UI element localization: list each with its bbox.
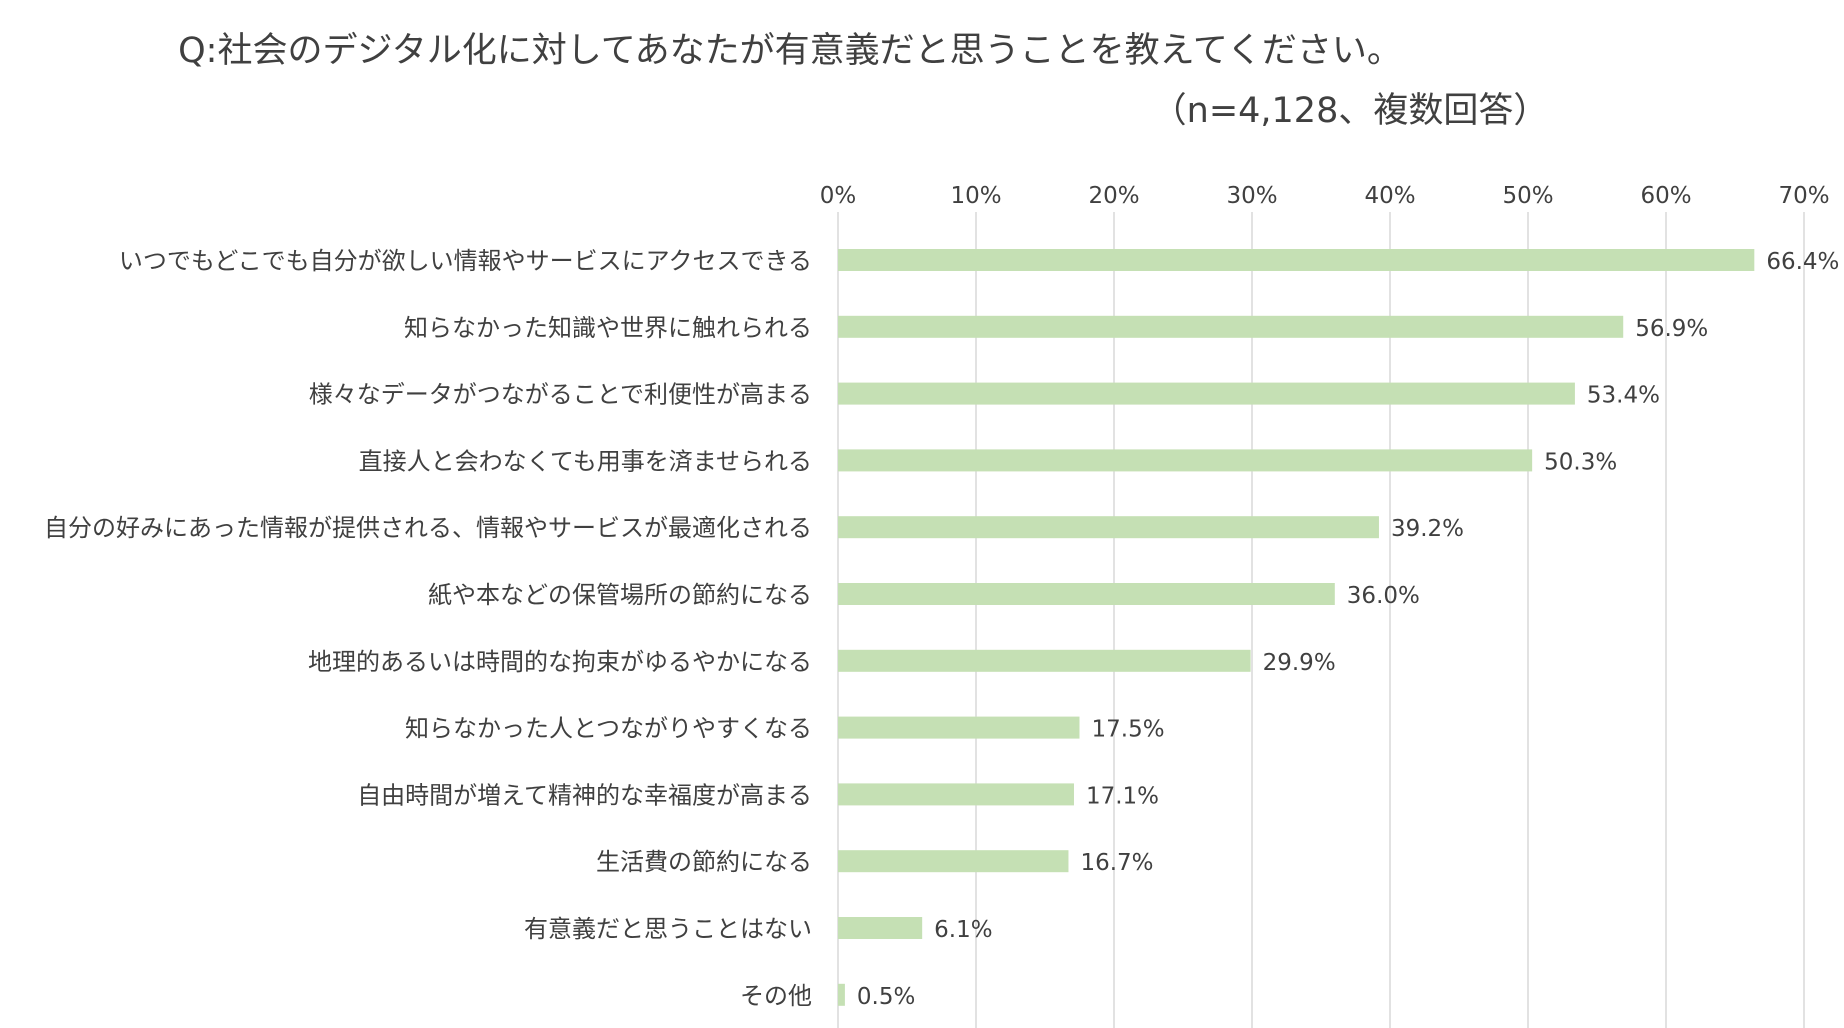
gridlines xyxy=(837,212,1805,1028)
x-tick-label: 20% xyxy=(1088,183,1139,209)
category-label: 直接人と会わなくても用事を済ませられる xyxy=(359,447,812,475)
value-label: 0.5% xyxy=(857,984,915,1010)
bar xyxy=(838,583,1335,605)
bar xyxy=(838,516,1379,539)
category-label: 自分の好みにあった情報が提供される、情報やサービスが最適化される xyxy=(44,514,812,542)
category-label: 知らなかった知識や世界に触れられる xyxy=(404,314,812,342)
category-label: 様々なデータがつながることで利便性が高まる xyxy=(309,381,812,409)
chart-subtitle: （n=4,128、複数回答） xyxy=(1151,91,1549,131)
x-tick-label: 30% xyxy=(1226,183,1277,209)
bar xyxy=(838,315,1624,338)
value-label: 56.9% xyxy=(1635,316,1708,342)
category-labels: いつでもどこでも自分が欲しい情報やサービスにアクセスできる知らなかった知識や世界… xyxy=(44,247,812,1010)
bar xyxy=(838,917,923,939)
value-label: 36.0% xyxy=(1347,583,1420,609)
category-label: 生活費の節約になる xyxy=(596,848,812,876)
category-label: 知らなかった人とつながりやすくなる xyxy=(405,715,812,743)
value-labels: 66.4% 56.9% 53.4% 50.3% 39.2% 36.0% 29.9% 17.5%… xyxy=(857,249,1839,1010)
x-tick-label: 0% xyxy=(820,183,857,209)
value-label: 66.4% xyxy=(1766,249,1839,275)
category-label: いつでもどこでも自分が欲しい情報やサービスにアクセスできる xyxy=(119,247,812,275)
bar xyxy=(838,382,1575,405)
value-label: 53.4% xyxy=(1587,383,1660,409)
bar xyxy=(838,449,1533,472)
value-label: 29.9% xyxy=(1263,650,1336,676)
x-tick-label: 50% xyxy=(1502,183,1553,209)
x-tick-label: 40% xyxy=(1364,183,1415,209)
value-label: 6.1% xyxy=(934,917,992,943)
bar xyxy=(838,716,1080,739)
x-axis-ticks: 0% 10% 20% 30% 40% 50% 60% 70% xyxy=(820,183,1830,209)
value-label: 17.1% xyxy=(1086,783,1159,809)
value-label: 50.3% xyxy=(1544,449,1617,475)
value-label: 39.2% xyxy=(1391,516,1464,542)
bars xyxy=(838,249,1755,1006)
bar xyxy=(838,850,1069,873)
category-label: 紙や本などの保管場所の節約になる xyxy=(428,581,812,609)
category-label: 自由時間が増えて精神的な幸福度が高まる xyxy=(357,781,812,809)
x-tick-label: 10% xyxy=(950,183,1001,209)
bar xyxy=(838,783,1074,806)
bar xyxy=(838,249,1755,271)
category-label: その他 xyxy=(740,982,812,1010)
category-label: 有意義だと思うことはない xyxy=(524,915,812,943)
chart-title: Q:社会のデジタル化に対してあなたが有意義だと思うことを教えてください。 xyxy=(178,31,1402,71)
value-label: 17.5% xyxy=(1092,717,1165,743)
bar xyxy=(838,649,1251,672)
bar xyxy=(838,983,845,1006)
x-tick-label: 60% xyxy=(1640,183,1691,209)
x-tick-label: 70% xyxy=(1778,183,1829,209)
category-label: 地理的あるいは時間的な拘束がゆるやかになる xyxy=(308,648,812,676)
value-label: 16.7% xyxy=(1080,850,1153,876)
